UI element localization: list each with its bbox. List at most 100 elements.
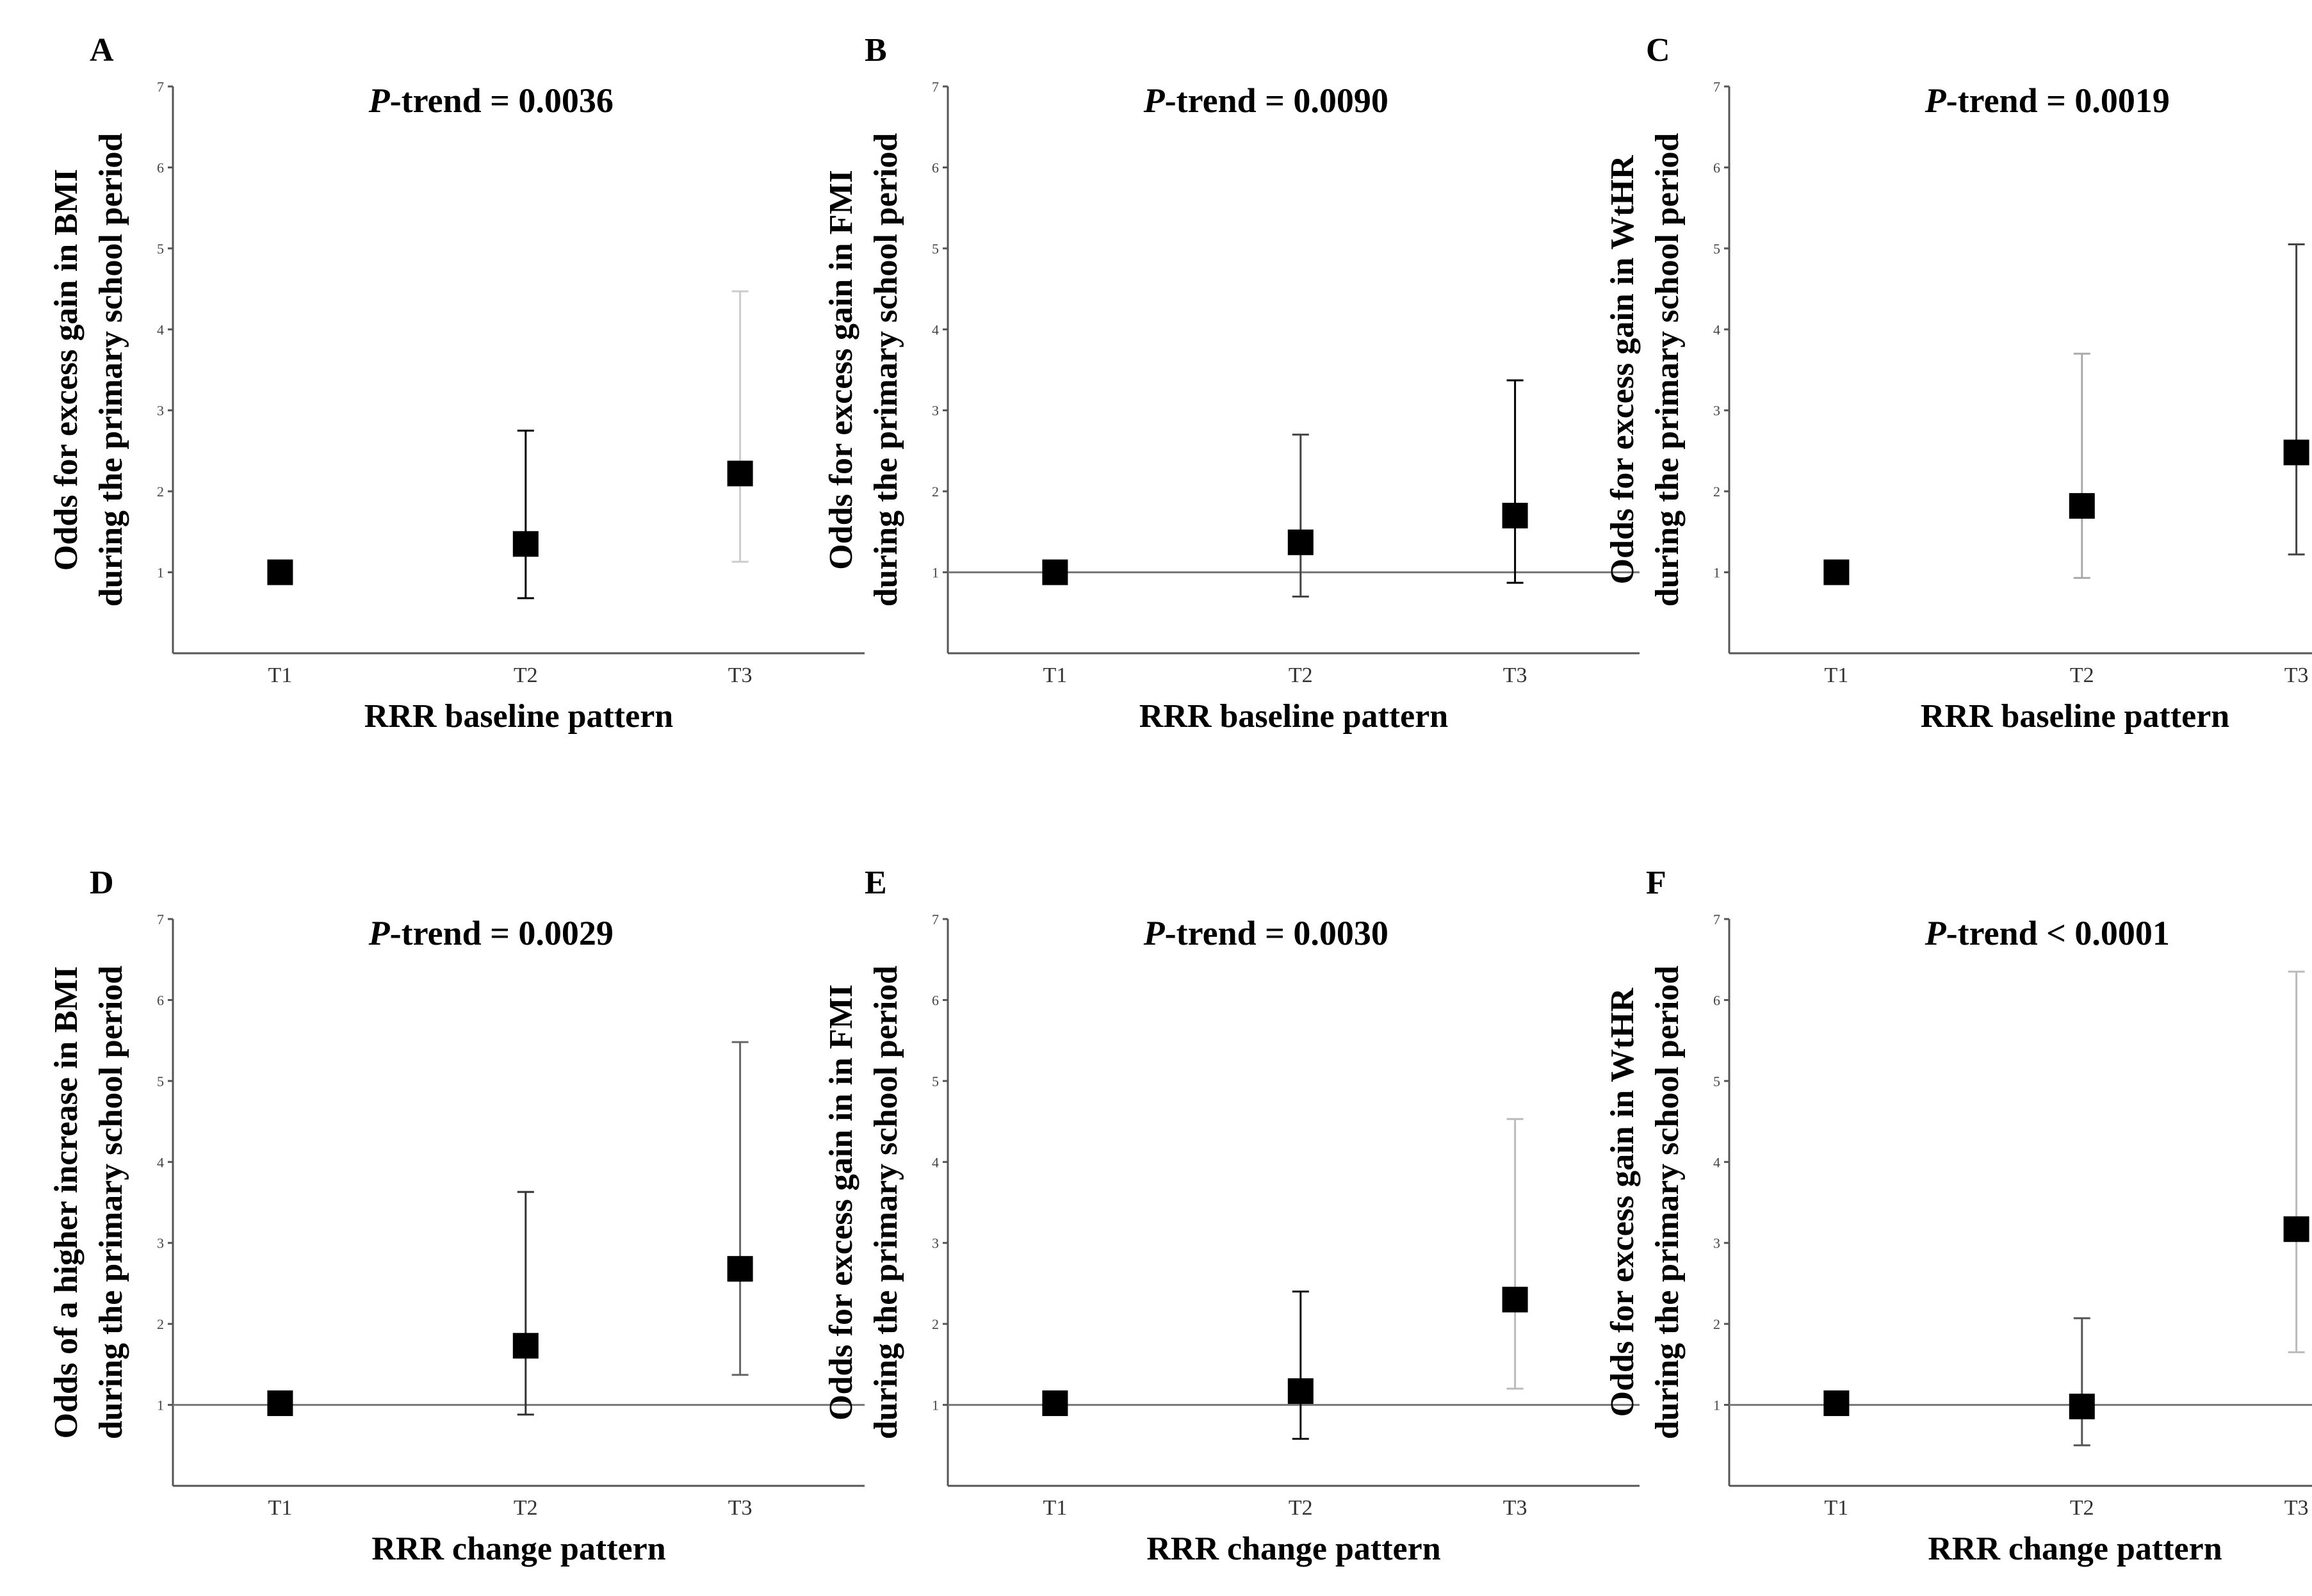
p-trend-value: -trend = 0.0036: [390, 81, 614, 120]
y-tick-label: 3: [1713, 403, 1720, 419]
y-tick-label: 2: [157, 1316, 164, 1332]
y-axis-label-line2: during the primary school period: [868, 133, 904, 607]
y-tick-label: 5: [1713, 1073, 1720, 1089]
panel-letter: F: [1646, 865, 1666, 901]
p-trend-value: -trend = 0.0090: [1165, 81, 1388, 120]
data-point-marker: [1042, 1390, 1068, 1417]
y-tick-label: 5: [932, 1073, 939, 1089]
x-tick-label: T2: [514, 1496, 538, 1520]
y-tick-label: 7: [932, 79, 939, 95]
panel-letter: E: [865, 865, 887, 901]
data-point-marker: [267, 559, 293, 585]
y-tick-label: 6: [932, 992, 939, 1008]
y-tick-label: 3: [157, 1235, 164, 1251]
y-axis-label-line2: during the primary school period: [1649, 133, 1686, 607]
y-tick-label: 6: [157, 159, 164, 175]
y-tick-label: 2: [932, 484, 939, 500]
y-tick-label: 6: [157, 992, 164, 1008]
p-trend-label: P-trend = 0.0029: [368, 914, 614, 952]
p-trend-symbol: P: [1925, 81, 1947, 120]
p-trend-label: P-trend < 0.0001: [1925, 914, 2170, 952]
data-point-marker: [2283, 1216, 2309, 1242]
data-point-marker: [1502, 1287, 1528, 1313]
p-trend-symbol: P: [1143, 81, 1166, 120]
p-trend-symbol: P: [1143, 914, 1166, 952]
x-tick-label: T2: [2070, 664, 2094, 687]
x-axis-label: RRR baseline pattern: [1139, 698, 1449, 735]
x-tick-label: T2: [1289, 664, 1313, 687]
data-point-marker: [1502, 503, 1528, 529]
x-tick-label: T1: [1043, 664, 1068, 687]
data-point-marker: [727, 1256, 753, 1282]
y-tick-label: 6: [1713, 992, 1720, 1008]
x-axis-label: RRR baseline pattern: [364, 698, 674, 735]
y-tick-label: 4: [157, 322, 164, 338]
y-tick-label: 2: [932, 1316, 939, 1332]
y-tick-label: 1: [1713, 565, 1720, 581]
y-tick-label: 5: [157, 1073, 164, 1089]
data-point-marker: [1823, 559, 1850, 585]
p-trend-symbol: P: [368, 81, 391, 120]
panel-letter: D: [90, 865, 114, 901]
p-trend-value: -trend = 0.0029: [390, 914, 614, 952]
y-tick-label: 1: [1713, 1397, 1720, 1413]
y-tick-label: 5: [157, 241, 164, 257]
x-tick-label: T2: [514, 664, 538, 687]
x-tick-label: T3: [1503, 664, 1527, 687]
y-tick-label: 7: [1713, 911, 1720, 927]
y-tick-label: 1: [157, 1397, 164, 1413]
x-tick-label: T1: [1825, 1496, 1849, 1520]
y-tick-label: 1: [157, 565, 164, 581]
y-tick-label: 6: [932, 159, 939, 175]
x-axis-label: RRR change pattern: [1928, 1531, 2222, 1567]
data-point-marker: [2069, 493, 2095, 519]
y-tick-label: 2: [157, 484, 164, 500]
panel-letter: B: [865, 32, 887, 69]
data-point-marker: [512, 531, 539, 557]
data-point-marker: [1287, 1378, 1314, 1405]
x-tick-label: T2: [2070, 1496, 2094, 1520]
p-trend-symbol: P: [368, 914, 391, 952]
y-tick-label: 5: [932, 241, 939, 257]
y-tick-label: 5: [1713, 241, 1720, 257]
p-trend-label: P-trend = 0.0036: [368, 81, 614, 120]
y-tick-label: 4: [932, 1154, 939, 1170]
x-tick-label: T3: [728, 664, 753, 687]
x-tick-label: T3: [2284, 1496, 2309, 1520]
y-tick-label: 4: [157, 1154, 164, 1170]
y-axis-label-line2: during the primary school period: [1649, 966, 1686, 1440]
y-tick-label: 4: [932, 322, 939, 338]
y-tick-label: 6: [1713, 159, 1720, 175]
p-trend-symbol: P: [1925, 914, 1947, 952]
y-axis-label-line1: Odds for excess gain in BMI: [48, 169, 85, 571]
data-point-marker: [2283, 439, 2309, 466]
panel-a: A P-trend = 0.0036 Odds for excess gain in…: [48, 32, 865, 735]
y-tick-label: 7: [1713, 79, 1720, 95]
y-tick-label: 1: [932, 565, 939, 581]
data-point-marker: [1287, 529, 1314, 555]
panel-f: F P-trend < 0.0001 Odds for excess gain in…: [1604, 865, 2312, 1567]
y-tick-label: 7: [932, 911, 939, 927]
y-tick-label: 2: [1713, 484, 1720, 500]
p-trend-value: -trend = 0.0019: [1946, 81, 2170, 120]
p-trend-value: -trend = 0.0030: [1165, 914, 1388, 952]
y-tick-label: 7: [157, 79, 164, 95]
data-point-marker: [1042, 559, 1068, 585]
y-tick-label: 3: [1713, 1235, 1720, 1251]
data-point-marker: [267, 1390, 293, 1417]
y-axis-label-line1: Odds for excess gain in in FMI: [823, 984, 859, 1421]
x-tick-label: T3: [2284, 664, 2309, 687]
panel-letter: C: [1646, 32, 1670, 69]
p-trend-value: -trend < 0.0001: [1946, 914, 2170, 952]
y-axis-label-line1: Odds for excess gain in FMI: [823, 170, 859, 570]
y-tick-label: 2: [1713, 1316, 1720, 1332]
y-tick-label: 3: [932, 403, 939, 419]
y-axis-label-line2: during the primary school period: [93, 133, 129, 607]
panel-b: B P-trend = 0.0090 Odds for excess gain in…: [823, 32, 1640, 735]
x-axis-label: RRR change pattern: [371, 1531, 665, 1567]
y-axis-label-line2: during the primary school period: [868, 966, 904, 1440]
data-point-marker: [1823, 1390, 1850, 1417]
y-tick-label: 4: [1713, 322, 1720, 338]
panel-letter: A: [90, 32, 114, 69]
